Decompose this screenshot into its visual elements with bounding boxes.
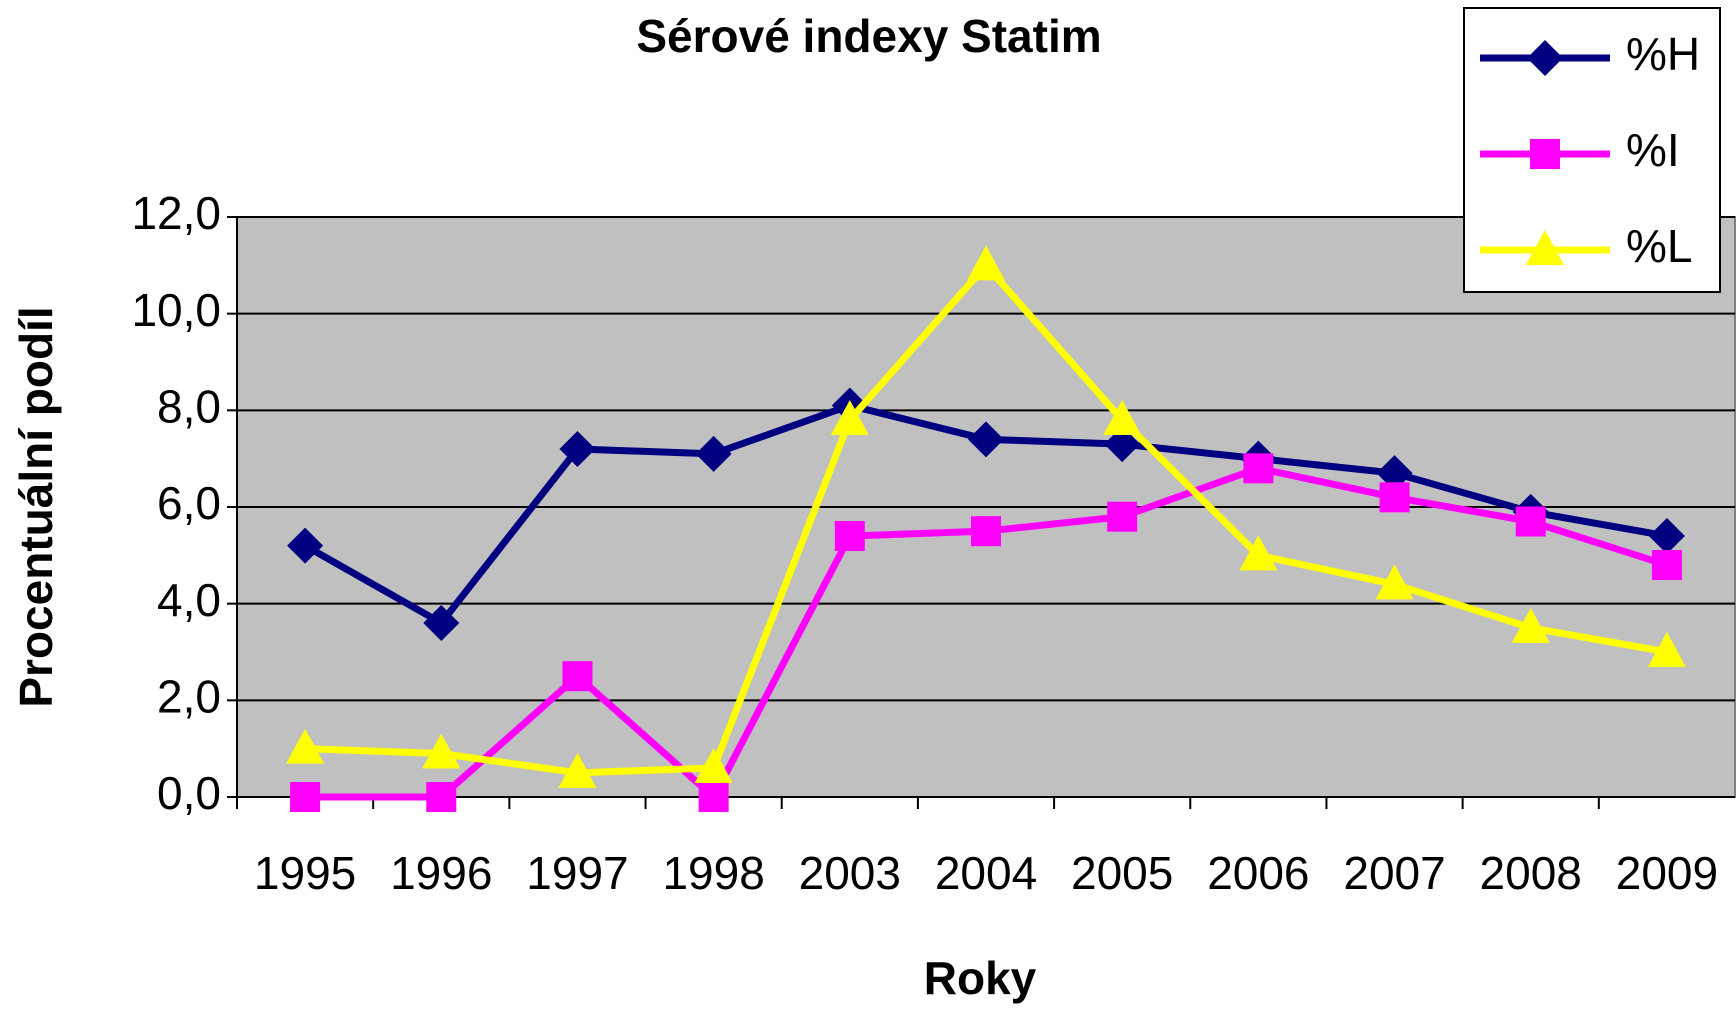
data-point bbox=[562, 661, 593, 692]
data-point bbox=[1376, 455, 1413, 492]
y-tick-label: 12,0 bbox=[131, 187, 221, 239]
x-tick-label: 2004 bbox=[935, 847, 1037, 899]
x-tick-label: 1996 bbox=[390, 847, 492, 899]
y-tick-label: 4,0 bbox=[157, 574, 221, 626]
data-point bbox=[1103, 400, 1142, 435]
data-point bbox=[1515, 506, 1546, 537]
y-tick-label: 8,0 bbox=[157, 380, 221, 432]
data-point bbox=[834, 521, 865, 551]
data-point bbox=[1651, 550, 1682, 580]
data-point bbox=[971, 516, 1001, 547]
x-axis-label: Roky bbox=[924, 952, 1037, 1004]
y-tick-label: 0,0 bbox=[157, 767, 221, 819]
x-tick-label: 2009 bbox=[1616, 847, 1718, 899]
data-point bbox=[287, 527, 324, 564]
data-point bbox=[694, 748, 733, 783]
x-tick-label: 2005 bbox=[1071, 847, 1173, 899]
data-point bbox=[1239, 535, 1278, 571]
x-tick-label: 2006 bbox=[1207, 847, 1309, 899]
data-point bbox=[1107, 501, 1138, 532]
x-tick-label: 2003 bbox=[799, 847, 901, 899]
x-tick-label: 1997 bbox=[526, 847, 628, 899]
data-point bbox=[423, 605, 460, 641]
data-point bbox=[1379, 482, 1410, 513]
legend-label: %H bbox=[1626, 28, 1700, 80]
data-point bbox=[290, 782, 321, 812]
data-point bbox=[830, 400, 869, 435]
chart-title: Sérové indexy Statim bbox=[636, 10, 1101, 62]
x-tick-label: 1998 bbox=[662, 847, 764, 899]
data-point bbox=[1648, 518, 1685, 554]
data-point bbox=[967, 245, 1005, 281]
data-point bbox=[559, 431, 596, 467]
data-point bbox=[1243, 453, 1274, 484]
legend-marker bbox=[1530, 139, 1560, 169]
data-point bbox=[1511, 607, 1550, 643]
data-point bbox=[695, 435, 732, 472]
data-point bbox=[1104, 426, 1141, 463]
x-tick-label: 1995 bbox=[254, 847, 356, 899]
legend-label: %L bbox=[1626, 220, 1692, 272]
x-tick-label: 2007 bbox=[1343, 847, 1445, 899]
data-point bbox=[426, 782, 457, 812]
legend-label: %I bbox=[1626, 124, 1680, 176]
data-point bbox=[558, 752, 597, 788]
y-tick-label: 10,0 bbox=[131, 284, 221, 336]
legend-marker bbox=[1527, 40, 1563, 76]
data-point bbox=[1647, 632, 1686, 667]
data-point bbox=[1375, 564, 1414, 600]
data-point bbox=[422, 733, 461, 769]
data-point bbox=[698, 782, 729, 812]
y-tick-label: 2,0 bbox=[157, 670, 221, 722]
data-point bbox=[286, 728, 325, 764]
legend-marker bbox=[1526, 230, 1564, 265]
x-tick-label: 2008 bbox=[1480, 847, 1582, 899]
data-point bbox=[968, 421, 1004, 458]
y-tick-label: 6,0 bbox=[157, 477, 221, 529]
y-axis-label: Procentuální podíl bbox=[10, 306, 62, 707]
